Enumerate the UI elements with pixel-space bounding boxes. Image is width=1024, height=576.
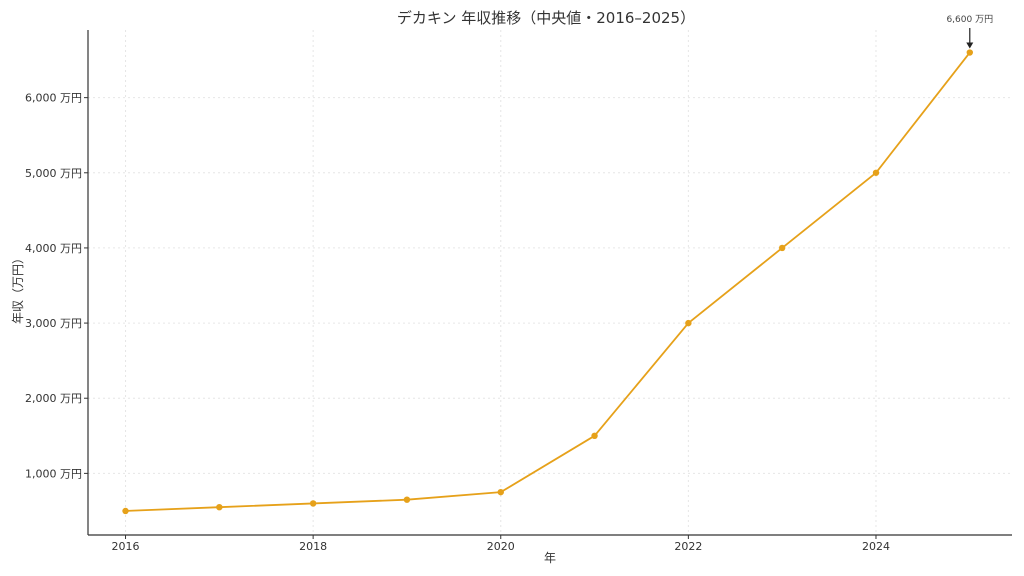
data-point bbox=[778, 244, 786, 252]
y-axis-label: 年収（万円） bbox=[11, 252, 25, 324]
data-point bbox=[591, 432, 598, 440]
annotation-label: 6,600 万円 bbox=[946, 14, 993, 25]
x-tick-label: 2020 bbox=[487, 540, 515, 553]
y-tick-label: 2,000 万円 bbox=[25, 392, 82, 405]
x-tick-label: 2024 bbox=[862, 540, 890, 553]
data-point bbox=[122, 507, 129, 515]
annotation-arrow-head bbox=[966, 42, 974, 49]
x-tick-label: 2018 bbox=[299, 540, 327, 553]
data-point bbox=[685, 319, 692, 327]
x-tick-label: 2022 bbox=[674, 540, 702, 553]
x-axis-label: 年 bbox=[544, 551, 556, 565]
series-group bbox=[122, 49, 973, 515]
x-tick-label: 2016 bbox=[112, 540, 140, 553]
axes: 2016 2018 2020 2022 2024 1,000 万円 2,000 万円 3,00… bbox=[25, 30, 1012, 553]
annotation-group: 6,600 万円 bbox=[946, 14, 993, 49]
data-point bbox=[403, 496, 411, 503]
y-tick-label: 5,000 万円 bbox=[25, 167, 82, 180]
data-point bbox=[966, 49, 973, 56]
y-tick-label: 1,000 万円 bbox=[25, 467, 82, 480]
data-point bbox=[497, 488, 504, 496]
y-tick-label: 3,000 万円 bbox=[25, 317, 82, 330]
grid bbox=[88, 30, 1012, 535]
chart-title: デカキン 年収推移（中央値・2016–2025） bbox=[397, 9, 695, 27]
data-point bbox=[872, 169, 880, 176]
y-tick-label: 4,000 万円 bbox=[25, 242, 82, 255]
data-point bbox=[309, 500, 317, 507]
series-line bbox=[125, 51, 971, 512]
data-point bbox=[216, 503, 223, 511]
y-tick-label: 6,000 万円 bbox=[25, 92, 82, 105]
